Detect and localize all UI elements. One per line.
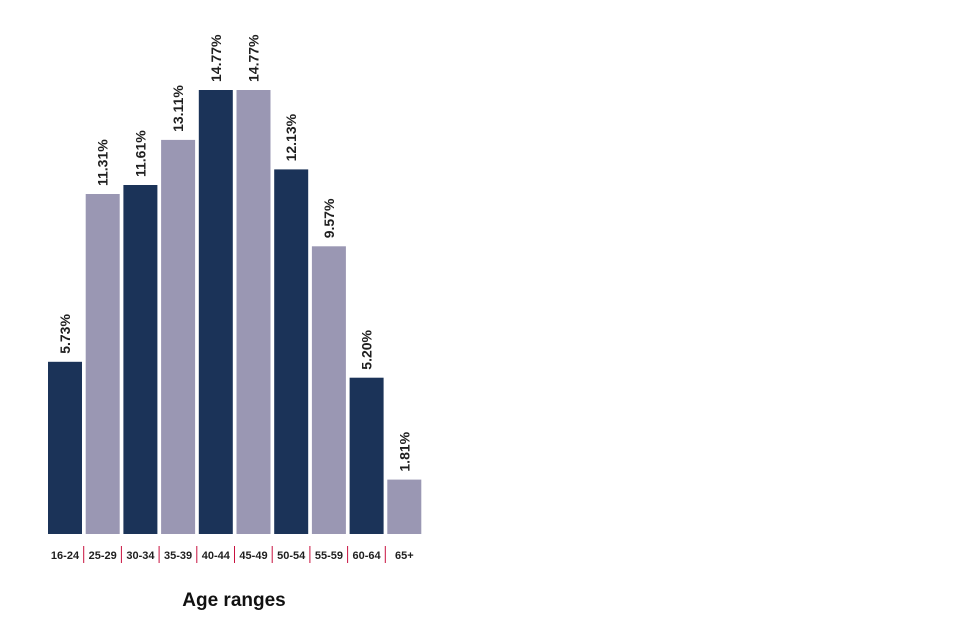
tick-labels-layer: 16-24 25-29 30-34 35-39 40-44 45-49 50-54 55-59… <box>51 550 414 562</box>
value-labels-layer: 5.73% 11.31% 11.61% 13.11% 14.77% 14.77% 12.13… <box>57 34 412 472</box>
tick-label-40-44: 40-44 <box>202 550 231 562</box>
tick-label-16-24: 16-24 <box>51 550 80 562</box>
tick-label-65+: 65+ <box>395 550 414 562</box>
value-label-25-29: 11.31% <box>95 139 111 186</box>
value-label-35-39: 13.11% <box>170 85 186 132</box>
tick-dividers-layer <box>83 546 386 563</box>
tick-label-55-59: 55-59 <box>315 550 343 562</box>
bar-50-54 <box>274 169 309 534</box>
bar-35-39 <box>161 139 196 534</box>
bar-60-64 <box>349 377 384 534</box>
value-label-16-24: 5.73% <box>57 314 73 354</box>
tick-label-60-64: 60-64 <box>353 550 382 562</box>
tick-label-25-29: 25-29 <box>89 550 117 562</box>
value-label-60-64: 5.20% <box>359 329 375 369</box>
bar-45-49 <box>236 90 271 534</box>
bars-layer <box>48 90 422 535</box>
bar-16-24 <box>48 361 82 534</box>
value-label-65+: 1.81% <box>396 431 412 471</box>
bar-25-29 <box>85 194 120 534</box>
bar-40-44 <box>198 90 233 534</box>
tick-label-50-54: 50-54 <box>277 550 306 562</box>
bar-65+ <box>387 479 422 534</box>
value-label-50-54: 12.13% <box>283 113 299 161</box>
value-label-55-59: 9.57% <box>321 198 337 238</box>
tick-label-30-34: 30-34 <box>126 550 155 562</box>
bar-30-34 <box>123 185 158 534</box>
tick-label-45-49: 45-49 <box>239 550 267 562</box>
tick-label-35-39: 35-39 <box>164 550 192 562</box>
value-label-45-49: 14.77% <box>246 34 262 82</box>
x-axis-title: Age ranges <box>182 590 285 611</box>
value-label-30-34: 11.61% <box>132 130 148 177</box>
value-label-40-44: 14.77% <box>208 34 224 82</box>
bar-55-59 <box>311 246 346 535</box>
